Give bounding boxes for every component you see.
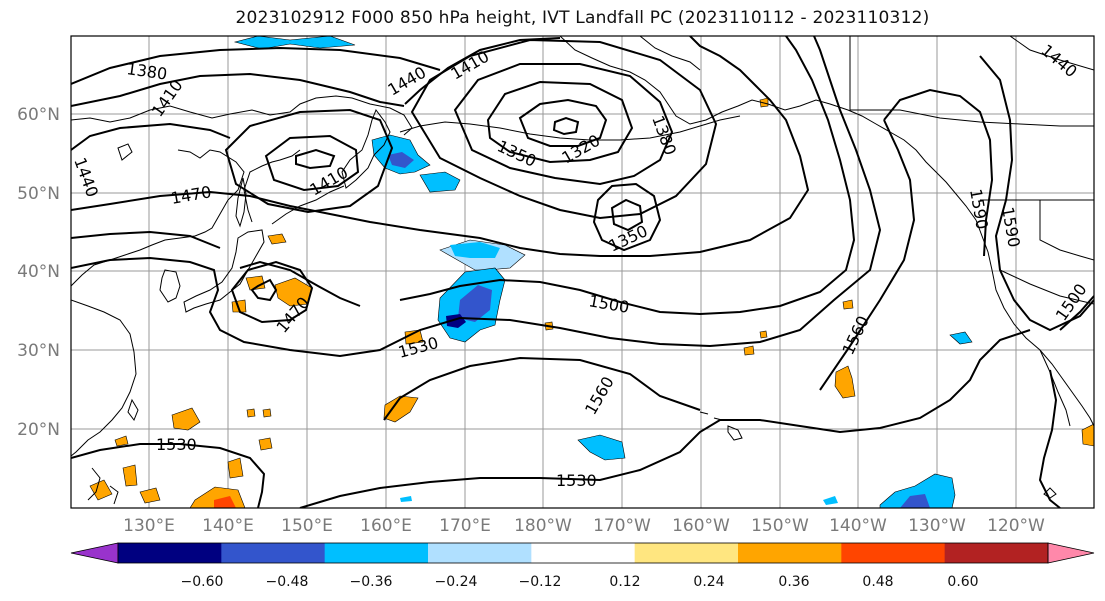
colorbar-segment <box>841 543 946 563</box>
colorbar-tick-label: −0.36 <box>350 574 393 590</box>
lon-tick-label: 130°E <box>123 516 175 536</box>
gridlines <box>71 36 1094 508</box>
contour-label: 1530 <box>156 435 197 454</box>
colorbar-tick-label: 0.36 <box>778 574 809 590</box>
lon-tick-label: 170°E <box>439 516 491 536</box>
chart-title: 2023102912 F000 850 hPa height, IVT Land… <box>235 8 930 28</box>
colorbar-segment <box>531 543 636 563</box>
lon-tick-label: 120°W <box>987 516 1045 536</box>
lat-tick-label: 50°N <box>17 184 60 204</box>
lon-tick-label: 170°W <box>593 516 651 536</box>
colorbar-extend-right <box>1047 542 1095 564</box>
coastlines <box>71 36 1094 505</box>
colorbar-tick-labels: −0.60 −0.48 −0.36 −0.24 −0.12 0.12 0.24 … <box>181 574 979 590</box>
colorbar-segment <box>324 543 429 563</box>
lon-tick-label: 140°E <box>202 516 254 536</box>
colorbar-tick-label: 0.24 <box>693 574 724 590</box>
colorbar-tick-label: −0.24 <box>435 574 478 590</box>
lon-tick-label: 150°W <box>751 516 809 536</box>
lat-tick-label: 60°N <box>17 105 60 125</box>
lon-tick-label: 130°W <box>908 516 966 536</box>
colorbar-segment <box>118 543 222 563</box>
lon-tick-labels: 130°E 140°E 150°E 160°E 170°E 180°W 170°… <box>123 516 1045 536</box>
colorbar-tick-label: −0.60 <box>181 574 224 590</box>
lon-tick-label: 150°E <box>281 516 333 536</box>
lat-tick-label: 20°N <box>17 420 60 440</box>
lat-tick-label: 40°N <box>17 262 60 282</box>
colorbar-segment <box>738 543 842 563</box>
colorbar-tick-label: 0.48 <box>862 574 893 590</box>
colorbar-tick-label: 0.12 <box>609 574 640 590</box>
lon-tick-label: 180°W <box>514 516 572 536</box>
colorbar-segment <box>428 543 532 563</box>
colorbar-tick-label: 0.60 <box>947 574 978 590</box>
colorbar-frame <box>117 542 1049 564</box>
map-panel <box>71 36 1094 508</box>
lon-tick-label: 160°E <box>360 516 412 536</box>
colorbar <box>70 542 1095 564</box>
contour-label: 1530 <box>556 471 597 490</box>
lon-tick-label: 160°W <box>672 516 730 536</box>
colorbar-tick-label: −0.12 <box>519 574 562 590</box>
lat-tick-label: 30°N <box>17 341 60 361</box>
colorbar-segment <box>221 543 326 563</box>
colorbar-segment <box>944 543 1049 563</box>
lon-tick-label: 140°W <box>829 516 887 536</box>
colorbar-extend-left <box>70 542 119 564</box>
height-contours <box>71 36 1094 508</box>
colorbar-segment <box>634 543 739 563</box>
map-frame <box>70 35 1095 509</box>
colorbar-tick-label: −0.48 <box>266 574 309 590</box>
lat-tick-labels: 60°N 50°N 40°N 30°N 20°N <box>17 105 60 440</box>
